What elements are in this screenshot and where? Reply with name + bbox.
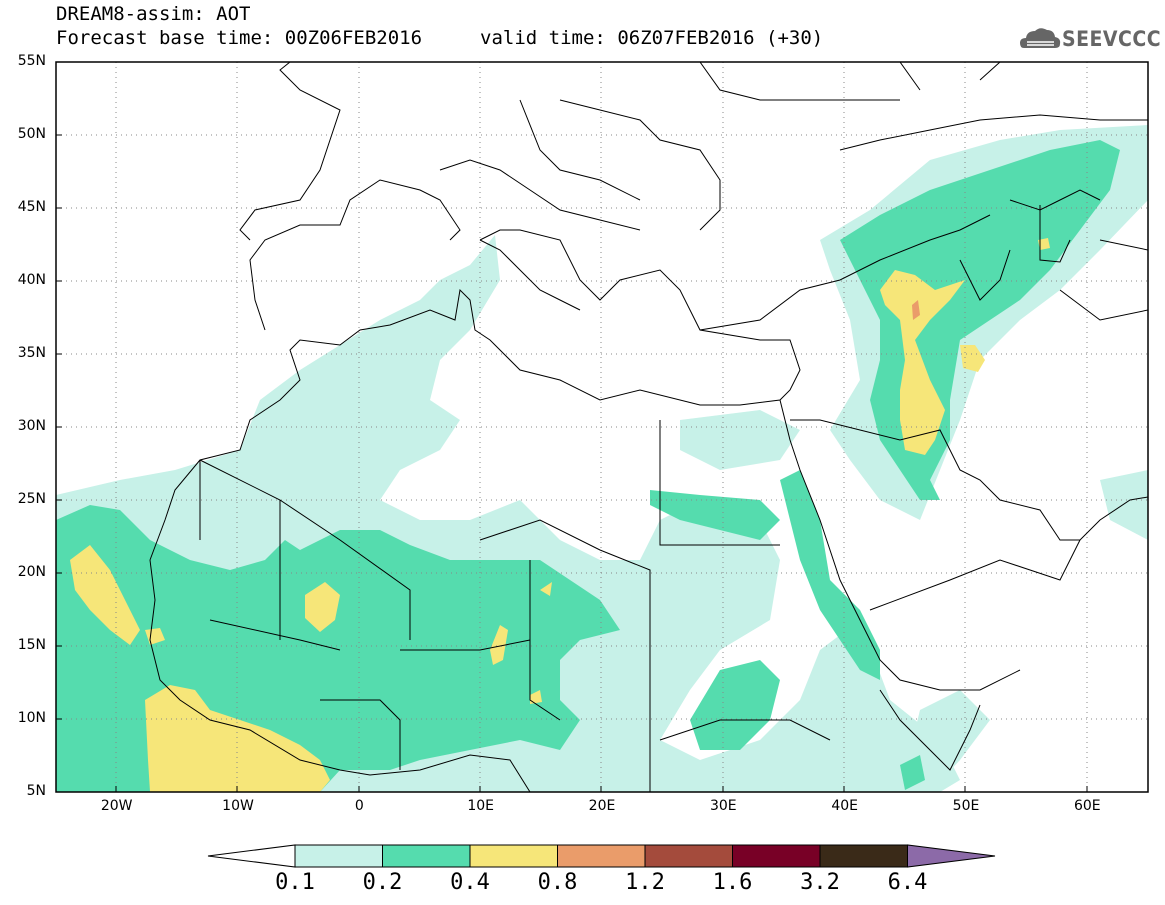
colorbar-level-label: 3.2: [800, 870, 840, 895]
colorbar-high-triangle: [907, 844, 996, 868]
aot-level-0.4: [70, 238, 1050, 792]
lon-tick-label: 40E: [831, 798, 858, 814]
lat-tick-label: 15N: [17, 637, 46, 653]
aot-contours: [56, 62, 1148, 792]
colorbar-level-label: 0.2: [362, 870, 403, 895]
colorbar-box: [644, 844, 733, 868]
colorbar-level-label: 0.8: [537, 870, 578, 895]
lat-tick-label: 50N: [17, 126, 46, 142]
gridlines: [56, 62, 1148, 792]
map-subtitle: Forecast base time: 00Z06FEB2016 valid ti…: [56, 27, 823, 49]
logo-text: SEEVCCC: [1062, 27, 1162, 51]
colorbar-level-label: 1.6: [712, 870, 753, 895]
colorbar-box: [732, 844, 821, 868]
colorbar-box: [294, 844, 383, 868]
colorbar-box: [382, 844, 471, 868]
lon-tick-label: 60E: [1073, 798, 1101, 814]
lon-tick-label: 10W: [222, 798, 254, 814]
lat-tick-label: 10N: [17, 710, 46, 726]
axis-ticks: [56, 134, 1088, 792]
colorbar-level-label: 0.4: [450, 870, 490, 895]
colorbar-box: [557, 844, 646, 868]
colorbar-box: [469, 844, 558, 868]
coastlines: [56, 62, 1148, 792]
colorbar-level-label: 6.4: [887, 870, 928, 895]
colorbar-low-triangle: [207, 844, 296, 868]
colorbar-level-label: 0.1: [275, 870, 315, 895]
lat-tick-label: 45N: [17, 199, 46, 215]
lat-tick-label: 55N: [17, 53, 46, 69]
lat-tick-label: 5N: [26, 783, 46, 799]
base-time: Forecast base time: 00Z06FEB2016: [56, 27, 423, 49]
colorbar-box: [819, 844, 908, 868]
map-title: DREAM8-assim: AOT: [56, 3, 251, 25]
lat-tick-label: 35N: [17, 345, 46, 361]
aot-level-0.8: [912, 300, 920, 320]
colorbar-level-label: 1.2: [625, 870, 665, 895]
valid-time: valid time: 06Z07FEB2016 (+30): [480, 27, 824, 49]
lat-tick-label: 25N: [17, 491, 46, 507]
lon-tick-label: 0: [354, 798, 364, 814]
lon-tick-label: 50E: [952, 798, 980, 814]
lat-tick-label: 20N: [17, 564, 46, 580]
cloud-icon: [1020, 28, 1061, 48]
lon-tick-label: 20W: [100, 798, 133, 814]
lon-tick-label: 20E: [588, 798, 616, 814]
lon-tick-label: 30E: [709, 798, 737, 814]
lat-tick-label: 30N: [17, 418, 46, 434]
lon-tick-label: 10E: [467, 798, 494, 814]
lat-tick-label: 40N: [17, 272, 46, 288]
